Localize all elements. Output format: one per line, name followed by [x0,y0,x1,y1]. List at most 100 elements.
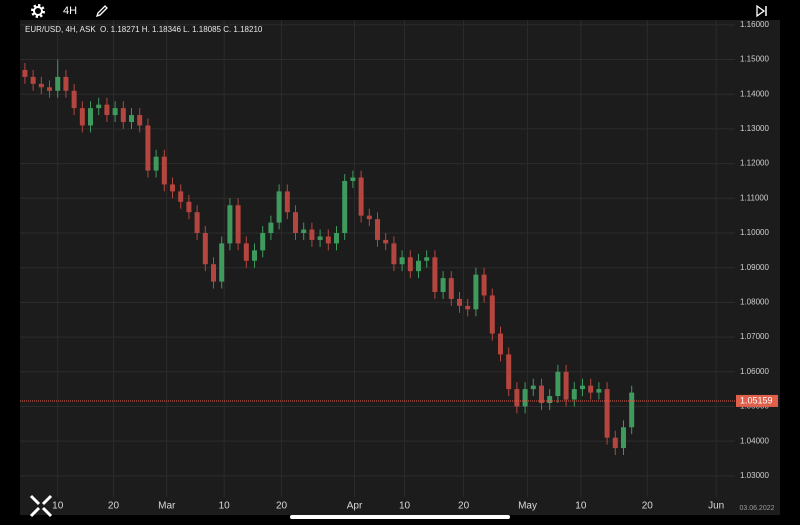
play-glyph [756,4,766,18]
candle-body [571,389,577,400]
candle-body [375,219,380,240]
y-tick-label: 1.13000 [740,124,769,133]
candle-body [530,385,536,390]
x-tick-label: 20 [276,501,288,512]
candle-body [22,69,28,77]
candle-body [620,427,626,449]
candle-body [170,184,176,192]
candle-body [235,205,241,244]
y-tick-label: 1.15000 [740,55,769,64]
candle-body [71,90,77,109]
candle-body [79,108,85,126]
ohlc-info: O. 1.18271 H. 1.18346 L. 1.18085 C. 1.18… [100,25,263,34]
timeframe-button[interactable]: 4H [63,5,77,17]
candle-body [456,298,462,306]
play-end-icon[interactable] [756,4,767,18]
candle-body [243,243,249,261]
candle-body [104,104,110,116]
candle-body [202,233,208,265]
x-tick-label: 20 [108,501,120,512]
gear-icon[interactable] [31,4,45,18]
candle-body [317,236,323,240]
candle-body [432,257,438,292]
candle-body [342,180,348,234]
candle-body [178,191,184,202]
candle-body [309,229,315,240]
candle-body [366,215,372,220]
candle-body [161,156,167,185]
y-tick-label: 1.10000 [740,228,769,237]
candle-body [588,385,594,393]
y-tick-label: 1.09000 [740,263,769,272]
candle-body [276,191,282,223]
candle-body [522,389,528,407]
candle-body [186,201,192,213]
candle-body [120,108,126,122]
gear-ring [33,6,43,16]
y-tick-label: 1.07000 [740,332,769,341]
x-tick-label: 10 [52,501,64,512]
candle-body [399,257,405,265]
gear-teeth [31,4,45,18]
candle-body [227,205,233,244]
x-tick-label: 20 [642,501,654,512]
candle-body [137,115,143,126]
candle-body [260,233,266,251]
candle-body [489,295,495,334]
candle-body [284,191,290,213]
logo[interactable] [29,494,53,518]
x-tick-label: 20 [458,501,470,512]
pencil-icon[interactable] [95,5,108,18]
candle-body [547,396,553,403]
candle-body [350,177,356,181]
candle-body [63,76,69,91]
candle-body [629,392,635,428]
symbol-title: EUR/USD, 4H, ASK [25,25,96,34]
candle-body [612,437,618,449]
candle-body [219,243,225,282]
candle-body [293,212,299,234]
y-tick-label: 1.08000 [740,297,769,306]
candle-body [112,108,118,116]
candle-body [415,260,421,272]
candle-body [538,385,544,403]
candle-body [38,83,44,88]
candle-body [604,389,610,438]
logo-mark [29,494,53,518]
candle-body [47,87,53,91]
cursor-date: 03.06.2022 [739,505,774,512]
x-tick-label: Mar [158,501,176,512]
candle-body [129,115,135,122]
x-tick-label: Apr [347,501,363,512]
candle-body [383,239,389,244]
candle-body [506,354,512,390]
last-price-label: 1.05159 [740,395,773,405]
candle-body [334,233,340,244]
candle-body [481,274,487,296]
candle-body [424,257,430,261]
y-tick-label: 1.03000 [740,471,769,480]
candle-body [96,104,102,109]
last-price-box [736,394,778,407]
candle-body [252,250,258,261]
candle-body [88,108,94,126]
candle-body [268,222,274,234]
candle-body [579,385,585,390]
candle-body [55,76,61,91]
candle-body [358,177,364,216]
candle-body [440,278,446,292]
candle-body [153,156,159,171]
candle-body [211,264,217,282]
y-tick-label: 1.06000 [740,367,769,376]
y-tick-label: 1.12000 [740,159,769,168]
x-tick-label: 10 [399,501,411,512]
candle-body [555,371,561,397]
candle-body [325,236,331,244]
candle-body [448,278,454,299]
y-tick-label: 1.16000 [740,20,769,29]
x-tick-label: Jun [708,501,724,512]
candle-body [301,229,307,234]
candle-body [473,274,479,310]
candle-body [391,243,397,265]
